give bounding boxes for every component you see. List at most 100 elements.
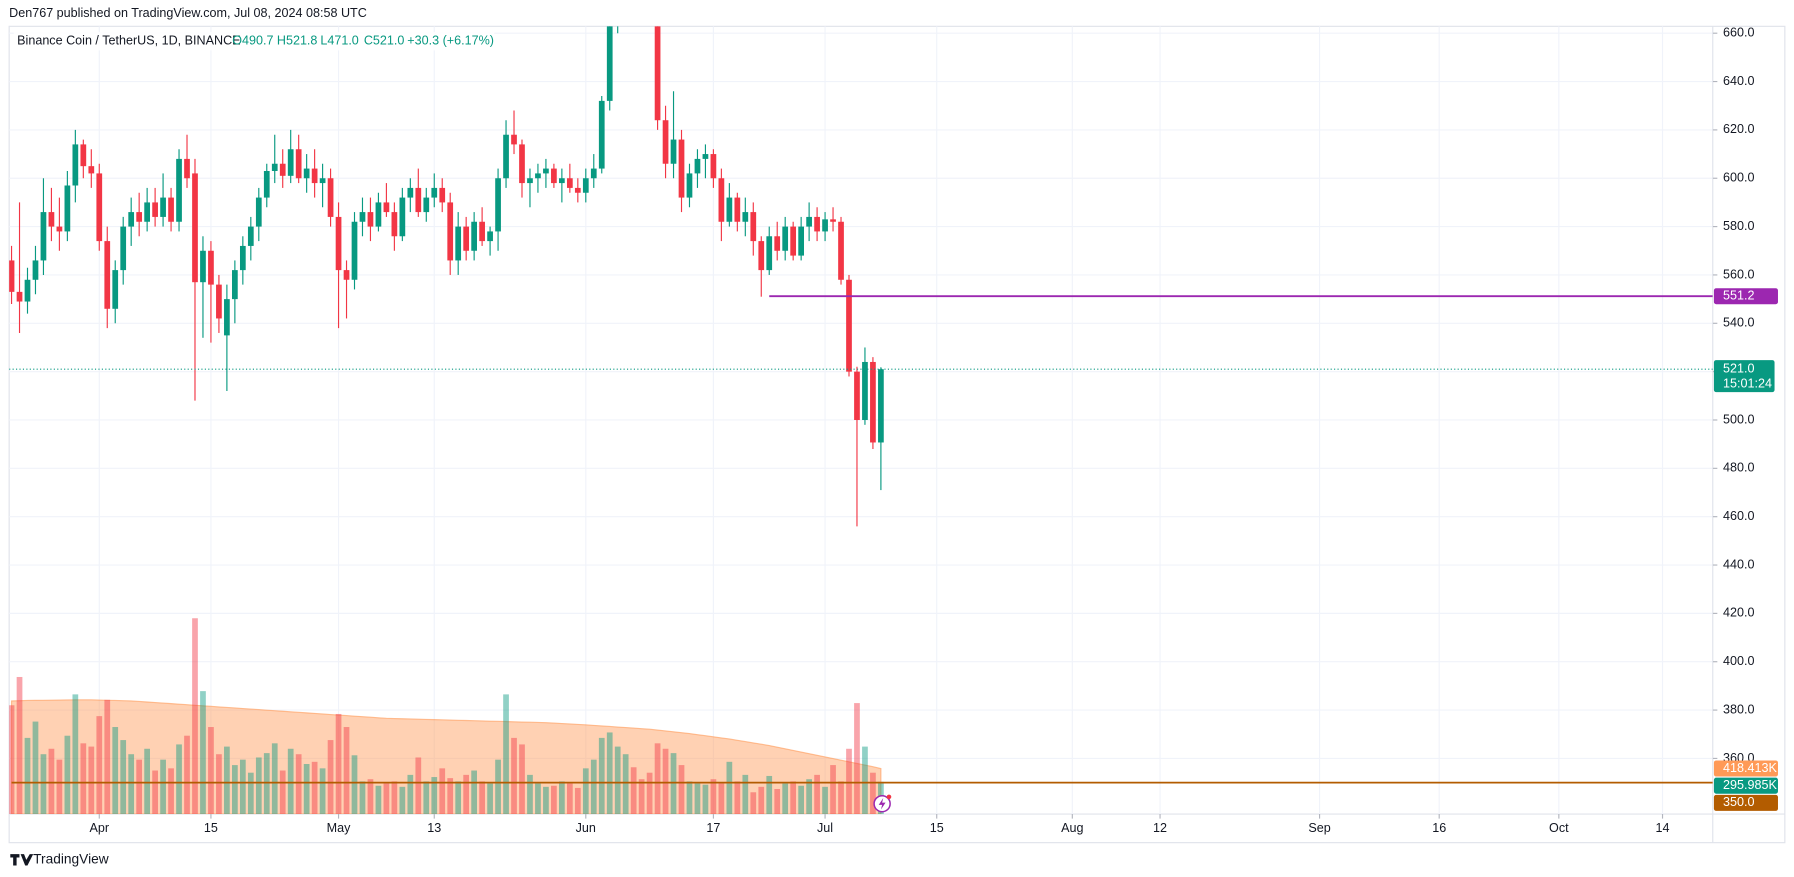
- volume-bar: [822, 786, 828, 815]
- candle-body: [104, 241, 111, 309]
- volume-bar: [758, 786, 765, 815]
- candle-body: [88, 166, 95, 174]
- candle-body: [56, 226, 63, 232]
- candle-body: [798, 226, 805, 256]
- volume-bar: [255, 757, 262, 815]
- volume-bar: [750, 792, 757, 815]
- candle-body: [16, 291, 23, 302]
- volume-bar: [614, 746, 621, 815]
- volume-bar: [351, 755, 358, 815]
- volume-bar: [80, 743, 87, 815]
- volume-bar: [774, 789, 781, 815]
- candle-body: [279, 163, 286, 176]
- y-tick-label: 480.0: [1723, 461, 1754, 475]
- candle-body: [399, 197, 406, 237]
- x-tick-label: 14: [1656, 821, 1670, 835]
- alert-icon[interactable]: [873, 794, 892, 813]
- volume-bar: [112, 727, 119, 815]
- axes: 360.0380.0400.0420.0440.0460.0480.0500.0…: [89, 26, 1778, 835]
- candle-body: [606, 26, 613, 101]
- candle-body: [415, 187, 422, 213]
- y-tick-label: 560.0: [1723, 267, 1754, 281]
- x-tick-label: 16: [1432, 821, 1446, 835]
- x-tick-label: Oct: [1549, 821, 1569, 835]
- candle-body: [192, 173, 198, 283]
- volume-bar: [24, 737, 31, 815]
- volume-bar: [487, 783, 493, 815]
- candle-body: [814, 216, 820, 232]
- y-tick-label: 580.0: [1723, 219, 1754, 233]
- volume-bar: [734, 781, 741, 815]
- volume-bar: [543, 786, 549, 815]
- candle-body: [662, 120, 669, 164]
- y-tick-label: 380.0: [1723, 702, 1754, 716]
- volume-bar: [694, 783, 701, 815]
- volume-bar: [870, 772, 876, 815]
- volume-bar: [471, 770, 477, 815]
- volume-bar: [359, 781, 366, 815]
- candle-body: [9, 260, 15, 292]
- volume-bar: [192, 618, 198, 815]
- candle-body: [375, 202, 382, 227]
- volume-bar: [630, 767, 637, 815]
- candle-body: [487, 231, 493, 242]
- price-tag: [1713, 288, 1778, 305]
- price-pane: [9, 26, 1713, 784]
- candle-body: [335, 216, 342, 271]
- candle-body: [367, 212, 374, 227]
- candle-body: [120, 226, 127, 271]
- volume-bar: [670, 753, 677, 815]
- candle-body: [431, 187, 438, 198]
- volume-bar: [399, 786, 406, 815]
- volume-bar: [566, 783, 573, 815]
- x-tick-label: Sep: [1308, 821, 1330, 835]
- x-tick-label: Aug: [1061, 821, 1083, 835]
- candle-body: [582, 178, 589, 193]
- candle-body: [311, 168, 318, 184]
- volume-bar: [846, 748, 852, 815]
- candle-body: [287, 149, 294, 176]
- price-tag-label: 295.985K: [1723, 778, 1777, 792]
- candle-body: [271, 163, 278, 171]
- y-tick-label: 540.0: [1723, 316, 1754, 330]
- volume-bar: [463, 774, 470, 815]
- candle-body: [152, 202, 158, 217]
- candle-body: [670, 139, 677, 164]
- candle-body: [535, 173, 541, 179]
- candle-body: [184, 158, 190, 179]
- legend-bg: [13, 32, 495, 51]
- candle-body: [255, 197, 262, 227]
- publisher-header: Den767 published on TradingView.com, Jul…: [9, 6, 367, 20]
- legend-close: C521.0: [364, 34, 405, 48]
- volume-bar: [519, 744, 525, 815]
- volume-bar: [200, 691, 206, 815]
- candle-body: [216, 284, 222, 319]
- candle-body: [407, 187, 414, 198]
- volume-bar: [638, 779, 645, 815]
- candle-body: [726, 197, 733, 222]
- volume-bar: [574, 787, 581, 815]
- candle-body: [790, 226, 797, 256]
- volume-bar: [423, 781, 430, 815]
- volume-bar: [527, 774, 533, 815]
- volume-bar: [287, 748, 294, 815]
- volume-bar: [814, 774, 820, 815]
- candle-body: [72, 144, 79, 186]
- candle-body: [351, 221, 358, 280]
- volume-bar: [375, 785, 382, 815]
- volume-bar: [495, 759, 501, 815]
- candle-body: [263, 170, 270, 198]
- volume-bar: [718, 783, 725, 815]
- volume-bar: [766, 775, 773, 815]
- volume-bar: [455, 781, 462, 815]
- volume-bar: [782, 783, 789, 815]
- legend-high: H521.8: [277, 34, 318, 48]
- candle-body: [144, 202, 150, 222]
- candle-body: [471, 221, 477, 251]
- volume-bar: [838, 781, 844, 815]
- volume-bar: [479, 781, 485, 815]
- x-tick-label: Jun: [576, 821, 596, 835]
- volume-bar: [726, 761, 733, 815]
